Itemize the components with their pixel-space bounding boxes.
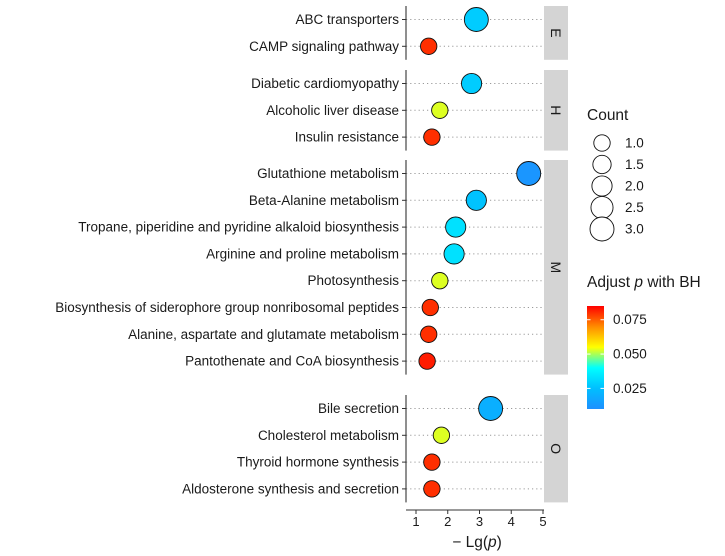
size-legend-key bbox=[589, 216, 615, 242]
data-point-diabetic-cardiomyopathy bbox=[461, 72, 483, 95]
data-point-alanine-aspartate-and-glutamate-metabolism bbox=[420, 325, 438, 343]
data-point-bile-secretion bbox=[478, 396, 504, 421]
facet-strip-m bbox=[544, 160, 568, 375]
facet-strip-o bbox=[544, 395, 568, 503]
facet-strip-h bbox=[544, 70, 568, 151]
facet-strip-label: O bbox=[548, 443, 564, 454]
data-point-tropane-piperidine-and-pyridine-alkaloid-biosynthesis bbox=[445, 216, 467, 238]
data-point-glutathione-metabolism bbox=[516, 161, 542, 186]
facet-strip-label: M bbox=[548, 261, 564, 273]
category-label-glutathione-metabolism: Glutathione metabolism bbox=[257, 166, 399, 181]
size-legend-label: 1.5 bbox=[625, 157, 644, 172]
size-legend-label: 3.0 bbox=[625, 222, 644, 237]
category-label-abc-transporters: ABC transporters bbox=[295, 12, 399, 27]
x-tick-label: 2 bbox=[444, 514, 451, 529]
size-legend: Count 1.0 1.5 2.0 2.5 3.0 bbox=[587, 107, 644, 242]
size-legend-title: Count bbox=[587, 107, 629, 124]
data-point-abc-transporters bbox=[463, 7, 489, 32]
color-legend-label: 0.050 bbox=[613, 347, 647, 362]
x-tick-label: 1 bbox=[412, 514, 419, 529]
size-legend-key bbox=[590, 195, 614, 219]
x-tick-label: 3 bbox=[476, 514, 483, 529]
x-axis-title: − Lg(p) bbox=[452, 534, 502, 551]
facet-strip-label: E bbox=[548, 28, 564, 37]
facet-strip-label: H bbox=[548, 105, 564, 115]
data-point-cholesterol-metabolism bbox=[432, 426, 451, 444]
category-label-aldosterone-synthesis-and-secretion: Aldosterone synthesis and secretion bbox=[182, 481, 399, 496]
x-tick-label: 5 bbox=[539, 514, 546, 529]
data-point-insulin-resistance bbox=[423, 128, 441, 146]
category-label-cholesterol-metabolism: Cholesterol metabolism bbox=[258, 428, 399, 443]
category-label-beta-alanine-metabolism: Beta-Alanine metabolism bbox=[249, 193, 399, 208]
data-point-alcoholic-liver-disease bbox=[431, 101, 449, 119]
axis-layer bbox=[402, 6, 407, 503]
facet-strip-e bbox=[544, 6, 568, 60]
data-point-thyroid-hormone-synthesis bbox=[423, 453, 441, 471]
size-legend-key bbox=[591, 175, 613, 197]
facet-strips: E H M O bbox=[544, 6, 568, 503]
size-legend-label: 1.0 bbox=[625, 136, 644, 151]
color-legend-label: 0.025 bbox=[613, 381, 647, 396]
x-tick-label: 4 bbox=[508, 514, 515, 529]
category-label-insulin-resistance: Insulin resistance bbox=[295, 130, 399, 145]
data-point-beta-alanine-metabolism bbox=[465, 189, 487, 211]
size-legend-label: 2.0 bbox=[625, 179, 644, 194]
data-point-photosynthesis bbox=[431, 272, 449, 290]
category-label-diabetic-cardiomyopathy: Diabetic cardiomyopathy bbox=[251, 76, 399, 91]
data-point-camp-signaling-pathway bbox=[420, 37, 438, 55]
data-points bbox=[418, 7, 542, 498]
category-label-pantothenate-and-coa-biosynthesis: Pantothenate and CoA biosynthesis bbox=[185, 354, 399, 369]
category-label-photosynthesis: Photosynthesis bbox=[307, 273, 399, 288]
category-label-camp-signaling-pathway: CAMP signaling pathway bbox=[249, 39, 399, 54]
category-label-biosynthesis-of-siderophore-group-nonribosomal-peptides: Biosynthesis of siderophore group nonrib… bbox=[55, 300, 399, 315]
color-legend: Adjust p with BH 0.075 0.050 0.025 bbox=[587, 274, 701, 409]
x-axis: 1 2 3 4 5 − Lg(p) bbox=[406, 509, 547, 551]
data-point-aldosterone-synthesis-and-secretion bbox=[423, 480, 441, 498]
color-bar bbox=[587, 306, 604, 409]
category-labels: ABC transporters CAMP signaling pathway Di… bbox=[55, 12, 399, 496]
data-point-pantothenate-and-coa-biosynthesis bbox=[418, 352, 436, 370]
data-point-arginine-and-proline-metabolism bbox=[443, 243, 465, 265]
category-label-tropane-piperidine-and-pyridine-alkaloid-biosynthesis: Tropane, piperidine and pyridine alkaloi… bbox=[78, 220, 399, 235]
category-label-alcoholic-liver-disease: Alcoholic liver disease bbox=[266, 103, 399, 118]
size-legend-label: 2.5 bbox=[625, 200, 644, 215]
color-legend-title: Adjust p with BH bbox=[587, 274, 701, 291]
category-label-arginine-and-proline-metabolism: Arginine and proline metabolism bbox=[206, 246, 399, 261]
size-legend-key bbox=[592, 154, 612, 175]
color-legend-label: 0.075 bbox=[613, 312, 647, 327]
size-legend-key bbox=[593, 134, 611, 152]
data-point-biosynthesis-of-siderophore-group-nonribosomal-peptides bbox=[421, 298, 439, 317]
category-label-thyroid-hormone-synthesis: Thyroid hormone synthesis bbox=[237, 455, 399, 470]
category-label-bile-secretion: Bile secretion bbox=[318, 401, 399, 416]
category-label-alanine-aspartate-and-glutamate-metabolism: Alanine, aspartate and glutamate metabol… bbox=[128, 327, 399, 342]
